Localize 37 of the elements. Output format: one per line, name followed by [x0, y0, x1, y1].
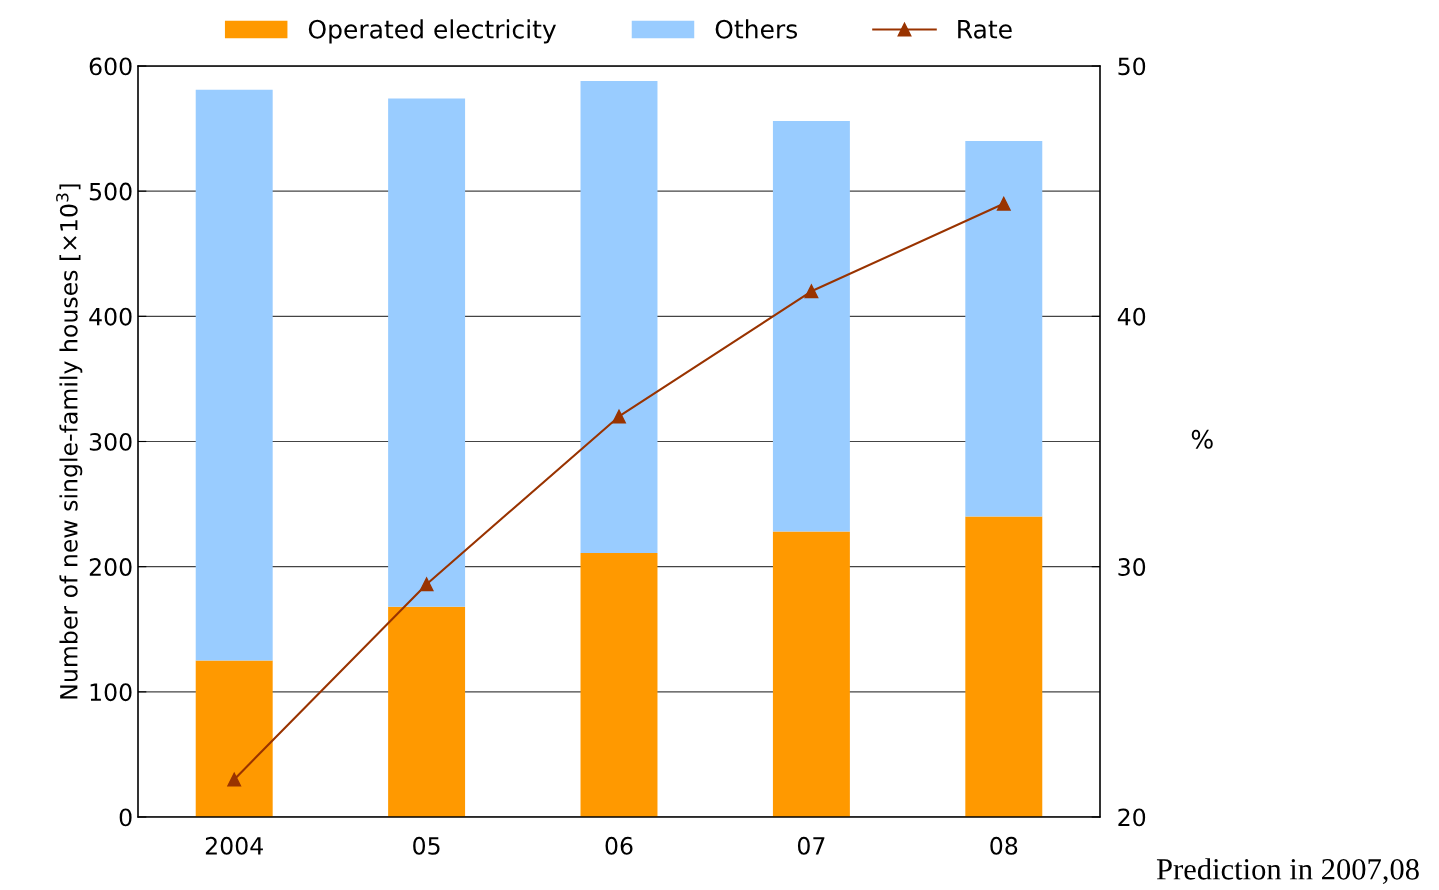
y2-tick-label: 30 [1118, 558, 1146, 576]
x-tick-label: 06 [605, 836, 633, 855]
bar [965, 516, 1043, 817]
y-tick-label: 300 [89, 432, 132, 451]
point [996, 196, 1011, 211]
y-tick-label: 200 [89, 558, 132, 576]
y-axis-title: Number of new single-family houses [×10$^{3}$] [56, 184, 83, 699]
text: Prediction in 2007,08 [1156, 858, 1419, 885]
y2-tick-label: 40 [1117, 307, 1146, 326]
y-tick-label: 500 [89, 182, 132, 201]
y-tick-label: 600 [89, 57, 132, 76]
legend-label: Others [715, 19, 798, 39]
y-tick-label: 400 [89, 307, 132, 326]
y-tick-label: 100 [90, 683, 132, 702]
x-tick-label: 05 [413, 836, 440, 855]
bar [772, 531, 850, 817]
y2-tick-label: 20 [1118, 808, 1146, 827]
y2-axis-title: % [1191, 429, 1213, 449]
bar [195, 89, 273, 661]
bar [580, 552, 658, 817]
legend-label: Rate [958, 20, 1012, 39]
point [804, 284, 819, 299]
legend-label: Operated electricity [308, 19, 556, 44]
y2-tick-label: 50 [1118, 57, 1146, 76]
point [419, 577, 434, 592]
point [227, 772, 242, 787]
bar [195, 660, 273, 817]
x-tick-label: 08 [990, 836, 1018, 855]
x-tick-label: 07 [797, 836, 825, 855]
bar [388, 606, 466, 817]
bar [965, 141, 1043, 517]
point [612, 409, 626, 424]
x-tick-label: 2004 [205, 836, 263, 855]
bar [388, 98, 466, 607]
bar [580, 81, 658, 553]
y-tick-label: 0 [119, 808, 132, 827]
bar [772, 121, 850, 532]
